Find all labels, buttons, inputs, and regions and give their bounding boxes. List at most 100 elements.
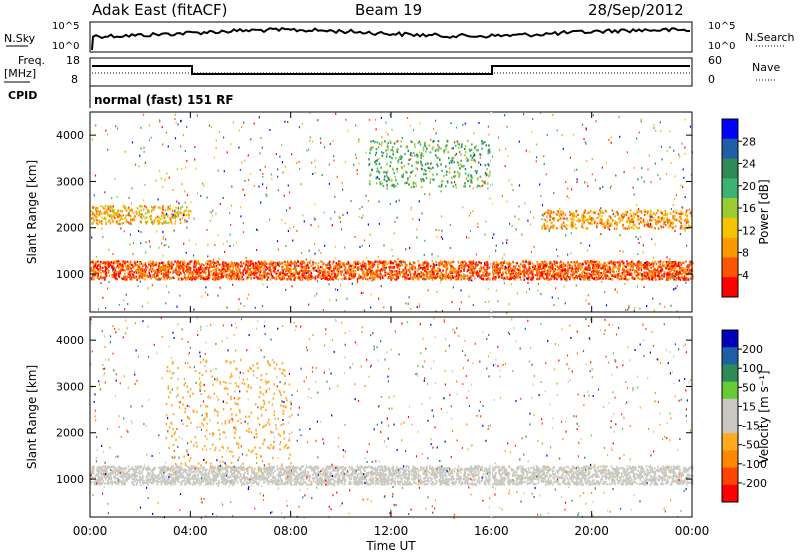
echo-cell — [453, 171, 456, 174]
echo-cell — [451, 161, 453, 164]
echo-cell — [434, 277, 437, 280]
echo-cell — [372, 261, 375, 265]
echo-cell — [480, 269, 482, 272]
echo-cell — [570, 266, 572, 269]
echo-cell — [615, 210, 618, 213]
echo-cell — [673, 277, 675, 280]
echo-cell — [460, 260, 463, 263]
echo-cell — [671, 268, 674, 271]
echo-cell — [452, 266, 454, 269]
echo-cell — [106, 261, 109, 264]
echo-cell — [387, 148, 389, 151]
echo-cell — [219, 277, 222, 280]
echo-cell — [641, 278, 643, 281]
echo-cell — [90, 261, 93, 264]
echo-cell — [615, 273, 618, 276]
echo-cell — [423, 262, 425, 265]
echo-cell — [194, 265, 197, 268]
echo-cell — [225, 270, 227, 273]
echo-cell — [661, 262, 664, 265]
echo-cell — [464, 145, 467, 148]
echo-cell — [172, 271, 174, 274]
echo-cell — [593, 262, 595, 265]
echo-cell — [586, 274, 589, 277]
echo-cell — [684, 268, 686, 271]
echo-cell — [484, 270, 486, 273]
echo-cell — [621, 225, 624, 228]
echo-cell — [267, 276, 269, 279]
echo-cell — [680, 213, 682, 216]
echo-cell — [601, 222, 604, 225]
echo-cell — [411, 268, 414, 271]
echo-cell — [659, 276, 662, 279]
echo-cell — [560, 210, 562, 213]
echo-cell — [575, 274, 577, 278]
echo-cell — [607, 277, 609, 280]
echo-cell — [233, 261, 236, 264]
echo-cell — [604, 274, 606, 277]
echo-cell — [689, 263, 691, 266]
echo-cell — [286, 260, 289, 263]
echo-cell — [272, 261, 275, 264]
echo-cell — [624, 213, 626, 216]
echo-cell — [422, 146, 425, 149]
echo-cell — [282, 270, 285, 273]
echo-cell — [418, 263, 420, 266]
echo-cell — [259, 169, 261, 171]
echo-cell — [337, 273, 340, 276]
echo-cell — [509, 264, 511, 267]
echo-cell — [193, 308, 195, 311]
echo-cell — [412, 181, 415, 184]
echo-cell — [544, 264, 546, 268]
echo-cell — [451, 147, 454, 150]
echo-cell — [652, 297, 654, 300]
echo-cell — [152, 264, 155, 267]
echo-cell — [517, 276, 519, 279]
echo-cell — [138, 277, 140, 280]
echo-cell — [618, 267, 621, 270]
echo-cell — [283, 268, 285, 271]
echo-cell — [684, 152, 686, 155]
echo-cell — [399, 156, 401, 159]
echo-cell — [465, 157, 468, 160]
echo-cell — [320, 265, 322, 269]
echo-cell — [416, 274, 418, 277]
echo-cell — [450, 278, 452, 281]
echo-cell — [140, 231, 142, 233]
echo-cell — [216, 260, 219, 263]
echo-cell — [464, 172, 467, 175]
echo-cell — [581, 266, 584, 269]
echo-cell — [386, 163, 388, 166]
echo-cell — [556, 261, 558, 264]
echo-cell — [154, 205, 156, 208]
cpid-value: normal (fast) 151 RF — [94, 93, 234, 107]
echo-cell — [361, 268, 363, 271]
echo-cell — [124, 275, 126, 279]
echo-cell — [329, 260, 331, 263]
echo-cell — [443, 274, 445, 277]
echo-cell — [684, 218, 687, 221]
echo-cell — [482, 271, 484, 274]
echo-cell — [326, 271, 329, 274]
echo-cell — [508, 263, 510, 266]
echo-cell — [415, 184, 417, 187]
echo-cell — [572, 214, 574, 217]
echo-cell — [151, 219, 153, 223]
echo-cell — [182, 267, 185, 270]
echo-cell — [560, 260, 562, 263]
echo-cell — [261, 274, 263, 277]
echo-cell — [589, 273, 592, 276]
echo-cell — [153, 262, 155, 265]
echo-cell — [646, 277, 648, 280]
echo-cell — [158, 271, 160, 274]
echo-cell — [208, 276, 211, 280]
echo-cell — [235, 267, 238, 271]
echo-cell — [674, 287, 676, 290]
echo-cell — [107, 211, 109, 214]
echo-cell — [238, 274, 241, 277]
echo-cell — [419, 122, 421, 125]
echo-cell — [135, 269, 138, 272]
echo-cell — [439, 263, 442, 266]
echo-cell — [482, 141, 485, 145]
